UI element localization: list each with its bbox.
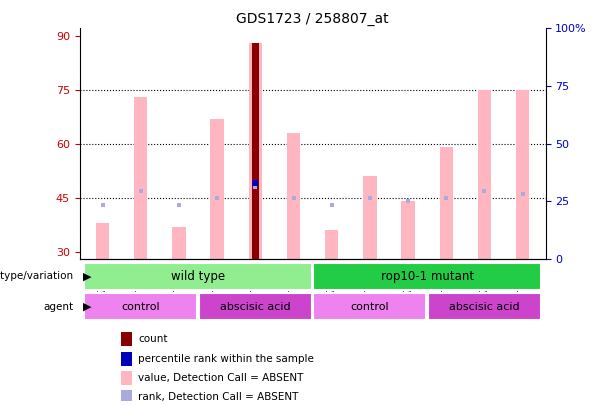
Bar [402, 201, 415, 259]
Text: agent: agent [44, 302, 74, 312]
Bar [121, 371, 132, 385]
Bar [96, 223, 109, 259]
Bar [313, 263, 541, 290]
Bar [428, 293, 541, 320]
Bar [121, 352, 132, 366]
Bar [287, 133, 300, 259]
Text: abscisic acid: abscisic acid [449, 302, 520, 312]
Text: abscisic acid: abscisic acid [220, 302, 291, 312]
Text: ▶: ▶ [83, 271, 91, 281]
Text: wild type: wild type [171, 270, 225, 283]
Text: control: control [121, 302, 160, 312]
Text: count: count [138, 335, 167, 344]
Text: rop10-1 mutant: rop10-1 mutant [381, 270, 474, 283]
Bar [364, 176, 376, 259]
Text: value, Detection Call = ABSENT: value, Detection Call = ABSENT [138, 373, 303, 383]
Text: control: control [351, 302, 389, 312]
Bar [134, 97, 148, 259]
Bar [325, 230, 338, 259]
Bar [84, 263, 312, 290]
Bar [516, 90, 530, 259]
Bar [121, 333, 132, 346]
Bar [252, 43, 259, 259]
Bar [313, 293, 427, 320]
Bar [478, 90, 491, 259]
Title: GDS1723 / 258807_at: GDS1723 / 258807_at [237, 12, 389, 26]
Bar [199, 293, 312, 320]
Bar [84, 293, 197, 320]
Text: ▶: ▶ [83, 302, 91, 312]
Text: percentile rank within the sample: percentile rank within the sample [138, 354, 314, 364]
Bar [172, 227, 186, 259]
Text: rank, Detection Call = ABSENT: rank, Detection Call = ABSENT [138, 392, 299, 402]
Text: genotype/variation: genotype/variation [0, 271, 74, 281]
Bar [249, 43, 262, 259]
Bar [210, 119, 224, 259]
Bar [440, 147, 453, 259]
Bar [121, 390, 132, 404]
